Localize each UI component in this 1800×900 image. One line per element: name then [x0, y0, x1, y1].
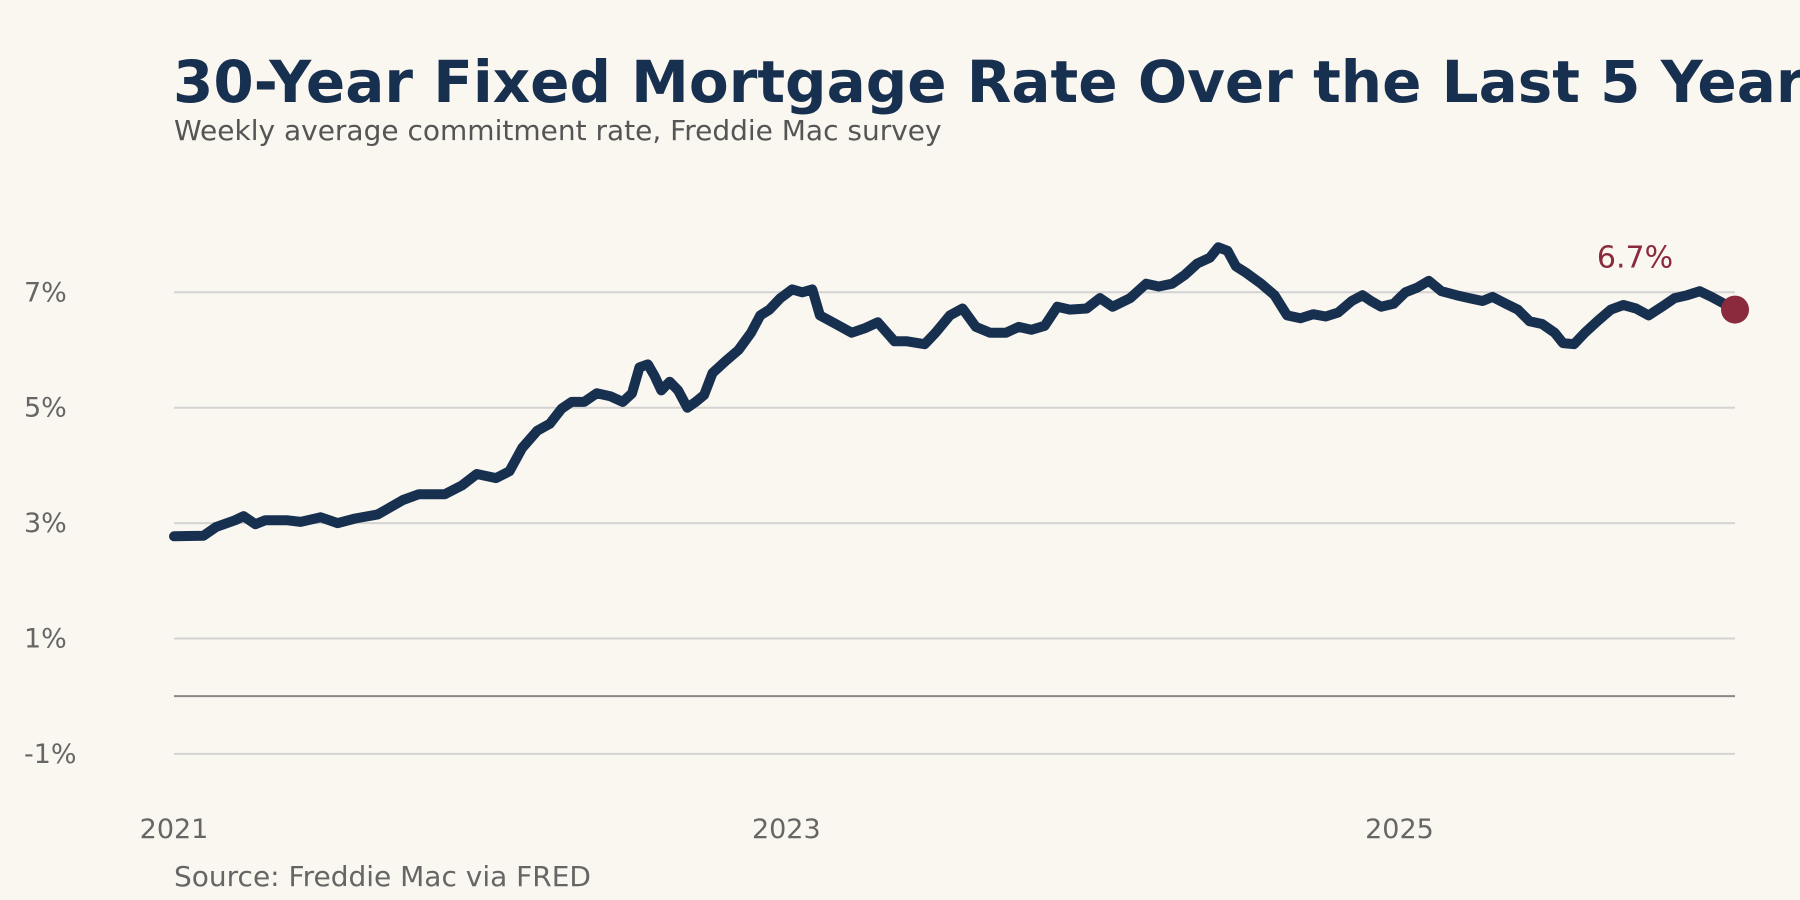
gridlines: [174, 291, 1735, 755]
y-axis-tick-labels: -1% 1% 3% 5% 7%: [24, 277, 77, 770]
chart-title: 30-Year Fixed Mortgage Rate Over the Las…: [173, 48, 1800, 116]
x-tick-label: 2023: [752, 814, 821, 845]
y-tick-label: -1%: [24, 739, 77, 770]
chart-subtitle: Weekly average commitment rate, Freddie …: [174, 114, 942, 147]
y-tick-label: 3%: [24, 508, 67, 539]
x-tick-label: 2021: [140, 814, 209, 845]
y-tick-label: 1%: [24, 623, 67, 654]
end-point-marker: [1721, 295, 1749, 324]
y-tick-label: 5%: [24, 393, 67, 424]
x-axis-tick-labels: 2021 2023 2025: [140, 814, 1434, 845]
series-line: [169, 242, 1740, 542]
series-layer: [169, 242, 1749, 542]
x-tick-label: 2025: [1365, 814, 1434, 845]
source-note: Source: Freddie Mac via FRED: [174, 860, 591, 893]
end-value-label: 6.7%: [1597, 241, 1673, 276]
y-tick-label: 7%: [24, 277, 67, 308]
